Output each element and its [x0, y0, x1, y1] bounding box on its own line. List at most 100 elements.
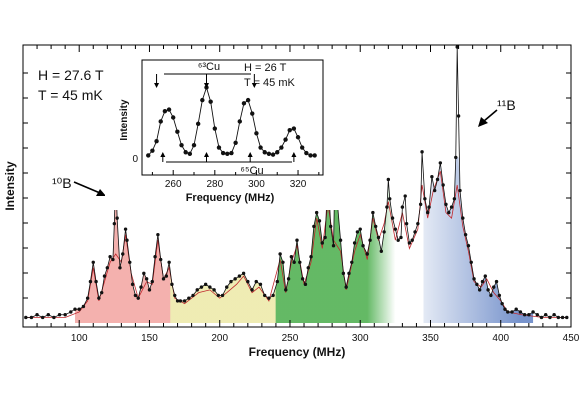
main-data-point [167, 260, 171, 264]
inset-data-point [241, 101, 247, 106]
main-data-point [161, 277, 166, 281]
main-data-point [323, 235, 327, 240]
main-data-point [438, 161, 443, 165]
main-data-point [385, 205, 389, 209]
inset-data-point [283, 137, 288, 142]
main-data-point [535, 313, 539, 317]
main-data-point [475, 282, 479, 287]
main-data-point [329, 224, 333, 229]
main-data-point [472, 277, 476, 281]
main-data-point [466, 244, 471, 248]
inset-data-point [250, 111, 255, 116]
main-data-point [469, 260, 473, 264]
main-x-tick-label: 450 [563, 333, 580, 344]
cu65-markers [160, 152, 297, 162]
main-x-tick-label: 100 [71, 333, 88, 344]
main-data-point [289, 255, 294, 259]
main-data-point [178, 299, 183, 303]
main-data-point [477, 288, 482, 292]
inset-data-point [216, 145, 222, 150]
main-data-point [57, 313, 62, 317]
inset-data-point [291, 126, 297, 131]
main-data-point [130, 282, 135, 287]
main-data-point [175, 299, 180, 303]
inset-data-point [191, 142, 197, 148]
main-data-point [220, 293, 225, 298]
main-data-point [208, 285, 212, 289]
inset-data-point [187, 151, 193, 157]
main-data-point [275, 279, 280, 284]
inset-data-point [166, 107, 172, 112]
main-x-tick-label: 350 [422, 333, 439, 344]
inset-data-point [262, 150, 267, 155]
main-data-point [539, 315, 544, 320]
main-data-point [306, 266, 310, 270]
main-data-point [350, 260, 354, 264]
main-x-tick-label: 200 [211, 333, 228, 344]
main-data-point [352, 241, 357, 245]
main-data-point [142, 271, 146, 276]
main-data-point [303, 282, 308, 287]
main-data-point [390, 216, 395, 220]
main-data-point [500, 301, 504, 306]
main-data-point [441, 183, 445, 187]
main-y-axis-label: Intensity [3, 161, 17, 211]
main-data-point [556, 315, 561, 320]
cu63-marker-arrow [154, 83, 160, 88]
main-data-point [144, 277, 149, 281]
b11-arrow-line [483, 109, 498, 122]
main-data-point [195, 288, 199, 292]
main-data-point [407, 241, 412, 245]
main-data-point [203, 282, 208, 287]
inset-data-point [229, 150, 234, 156]
main-data-point [338, 238, 343, 242]
inset-plot-frame [141, 59, 324, 176]
main-data-point [458, 188, 462, 193]
main-data-point [447, 210, 451, 215]
main-data-point [173, 293, 177, 298]
inset-data-point [158, 119, 163, 124]
main-data-point [69, 310, 73, 314]
main-data-point [435, 177, 440, 182]
main-data-point [371, 210, 375, 215]
inset-data-point [171, 115, 176, 120]
main-data-point [418, 202, 423, 207]
main-data-point [159, 257, 163, 262]
inset-data-point [312, 153, 317, 158]
main-data-point [91, 260, 95, 264]
inset-data-point [195, 121, 201, 127]
main-data-point [102, 274, 107, 278]
main-data-point [81, 304, 86, 309]
main-data-point [379, 249, 384, 253]
main-data-point [373, 224, 378, 229]
b11-arrow-head [478, 117, 488, 127]
main-data-point [347, 271, 351, 276]
main-fit-line [25, 171, 567, 318]
main-data-point [400, 205, 405, 209]
main-data-point [361, 244, 365, 248]
inset-x-tick-label: 300 [248, 179, 265, 190]
main-data-point [123, 227, 128, 231]
inset-data-point [245, 97, 251, 103]
main-data-point [503, 307, 507, 311]
main-data-point [191, 293, 195, 298]
main-data-point [399, 235, 403, 240]
main-data-point [314, 210, 319, 215]
inset-chart: 260 280 300 320 ⁶³Cu ⁶⁵Cu H = 26 T T = 45 m… [105, 55, 340, 210]
main-data-point [423, 197, 427, 201]
main-data-point [94, 279, 98, 284]
main-data-point [449, 205, 454, 209]
inset-data-point [212, 126, 218, 131]
main-data-point [492, 285, 496, 289]
main-data-point [518, 310, 523, 314]
main-data-point [312, 224, 316, 229]
main-data-point [286, 277, 291, 281]
main-data-point [298, 260, 302, 264]
main-data-point [262, 293, 267, 298]
cu63-markers [154, 74, 257, 88]
main-data-point [365, 252, 369, 256]
cu65-marker-arrow [160, 152, 166, 157]
main-data-point [531, 310, 535, 314]
main-data-point [63, 313, 67, 317]
main-data-point [271, 293, 275, 298]
